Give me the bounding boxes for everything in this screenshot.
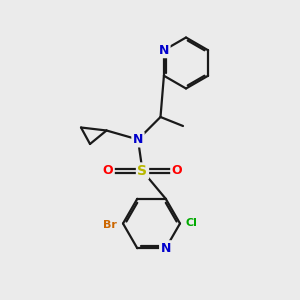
Text: N: N xyxy=(160,242,171,255)
Text: O: O xyxy=(172,164,182,178)
Text: Cl: Cl xyxy=(185,218,197,229)
Text: N: N xyxy=(133,133,143,146)
Text: S: S xyxy=(137,164,148,178)
Text: O: O xyxy=(103,164,113,178)
Text: Br: Br xyxy=(103,220,117,230)
Text: N: N xyxy=(159,44,169,57)
